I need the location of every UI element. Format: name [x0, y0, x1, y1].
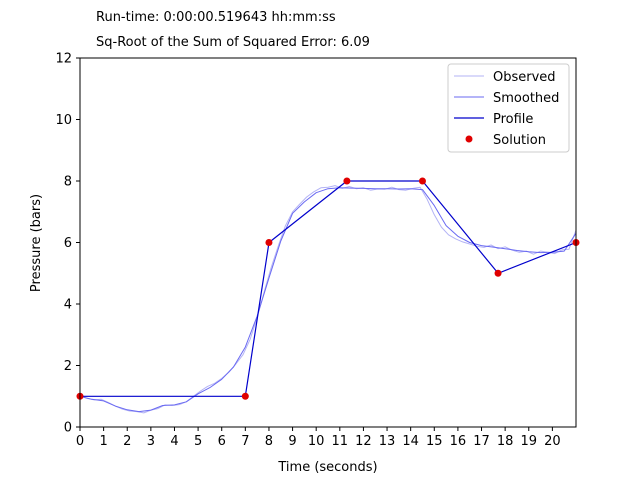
x-tick-label: 4 [170, 434, 178, 449]
solution-point [343, 177, 351, 185]
y-tick-label: 4 [64, 298, 72, 313]
error-text: Sq-Root of the Sum of Squared Error: 6.0… [96, 35, 370, 50]
legend: Observed Smoothed Profile Solution [447, 63, 570, 153]
axes: 0 1 2 3 4 5 6 7 8 9 10 11 12 13 14 15 16 17 18 19 2002468101… [55, 52, 577, 449]
y-tick-label: 0 [64, 421, 72, 436]
x-tick-label: 12 [355, 434, 372, 449]
x-tick-label: 13 [379, 434, 396, 449]
y-tick-label: 6 [64, 236, 72, 251]
solution-point [265, 239, 273, 246]
solution-point [494, 269, 502, 277]
x-tick-label: 5 [194, 434, 202, 449]
x-tick-label: 7 [241, 434, 249, 449]
x-tick-label: 11 [332, 434, 349, 449]
x-tick-label: 1 [99, 434, 107, 449]
x-tick-label: 10 [308, 434, 325, 449]
legend-frame [447, 63, 570, 153]
x-tick-label: 15 [426, 434, 443, 449]
x-tick-label: 0 [76, 434, 84, 449]
x-tick-label: 8 [265, 434, 273, 449]
series-line-observed [80, 185, 576, 414]
series-group [80, 180, 576, 414]
x-tick-label: 18 [497, 434, 514, 449]
x-tick-label: 20 [544, 434, 561, 449]
x-tick-label: 14 [402, 434, 419, 449]
runtime-text: Run-time: 0:00:00.519643 hh:mm:ss [96, 10, 336, 25]
x-tick-label: 9 [288, 434, 296, 449]
series-line-profile [80, 180, 576, 397]
legend-label-smoothed: Smoothed [493, 91, 559, 106]
solution-point [418, 177, 426, 185]
x-tick-label: 6 [218, 434, 226, 449]
y-tick-label: 10 [55, 113, 72, 128]
legend-label-profile: Profile [493, 112, 533, 127]
x-tick-label: 17 [473, 434, 490, 449]
x-axis-label: Time (seconds) [277, 460, 377, 475]
y-tick-label: 2 [64, 359, 72, 374]
y-tick-label: 8 [64, 175, 72, 190]
x-tick-label: 3 [147, 434, 155, 449]
y-axis-label: Pressure (bars) [29, 194, 44, 292]
plot-area [76, 177, 580, 414]
legend-label-observed: Observed [493, 70, 556, 85]
y-tick-label: 12 [55, 52, 72, 67]
series-line-smoothed [80, 187, 576, 413]
legend-label-solution: Solution [493, 133, 546, 148]
x-tick-label: 2 [123, 434, 131, 449]
solution-point [241, 392, 249, 400]
x-tick-label: 19 [520, 434, 537, 449]
x-tick-label: 16 [450, 434, 467, 449]
legend-swatch-solution [465, 135, 473, 143]
